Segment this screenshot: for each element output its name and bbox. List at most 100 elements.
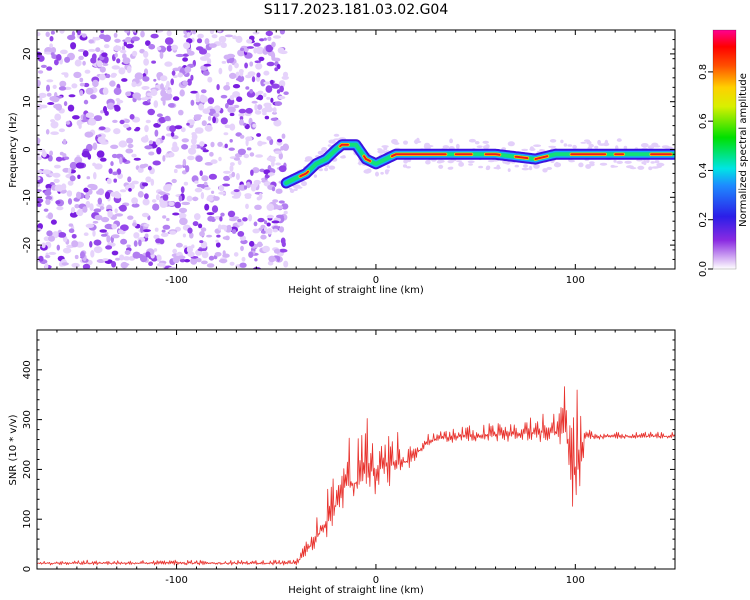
noise-blob — [171, 44, 179, 51]
noise-blob — [229, 112, 235, 117]
noise-blob — [262, 245, 270, 253]
ridge-haze — [449, 166, 454, 169]
colorbar-tick-label: 0.0 — [698, 261, 709, 277]
noise-blob — [144, 125, 149, 133]
noise-blob — [233, 252, 239, 257]
noise-blob — [231, 195, 241, 199]
noise-blob — [196, 38, 203, 44]
ridge-haze — [542, 168, 548, 173]
noise-blob — [237, 49, 245, 57]
noise-blob — [238, 113, 245, 117]
noise-blob — [236, 96, 243, 102]
noise-blob — [208, 255, 215, 261]
noise-blob — [228, 64, 233, 72]
noise-blob — [206, 234, 213, 238]
ridge-haze — [616, 138, 622, 142]
noise-blob — [37, 169, 43, 174]
ridge-haze — [468, 163, 473, 166]
noise-blob — [131, 180, 139, 185]
noise-blob — [218, 35, 227, 43]
noise-blob — [187, 50, 195, 56]
noise-blob — [160, 75, 168, 82]
noise-blob — [241, 256, 246, 262]
noise-blob — [223, 132, 229, 136]
ridge-haze — [328, 165, 336, 170]
noise-blob — [152, 203, 160, 211]
ridge-haze — [293, 188, 298, 192]
noise-blob — [132, 222, 138, 227]
noise-blob — [235, 173, 240, 180]
ridge-haze — [393, 142, 400, 145]
ridge-haze — [572, 144, 577, 150]
noise-blob — [118, 67, 126, 75]
noise-blob — [249, 152, 255, 157]
ridge-haze — [449, 138, 453, 144]
noise-blob — [249, 61, 254, 67]
noise-blob — [54, 59, 59, 66]
noise-blob — [93, 246, 103, 254]
noise-blob — [67, 34, 76, 41]
noise-blob — [181, 213, 187, 218]
noise-blob — [111, 223, 118, 230]
noise-blob — [118, 229, 124, 234]
ridge-haze — [546, 166, 553, 170]
noise-blob — [150, 178, 155, 186]
noise-blob — [270, 79, 274, 85]
noise-blob — [246, 39, 253, 44]
noise-blob — [277, 47, 285, 54]
noise-blob — [120, 224, 129, 231]
noise-blob — [127, 215, 134, 220]
noise-blob — [142, 76, 150, 82]
noise-blob — [245, 74, 252, 79]
noise-blob — [255, 154, 263, 158]
noise-blob — [257, 241, 263, 248]
noise-blob — [245, 86, 250, 90]
ridge-haze — [539, 149, 544, 152]
noise-blob — [253, 221, 258, 227]
ridge-hot-core — [339, 143, 349, 148]
noise-blob — [68, 223, 74, 227]
noise-blob — [208, 43, 217, 48]
noise-blob — [112, 171, 118, 176]
noise-blob — [113, 128, 121, 135]
noise-blob — [221, 60, 227, 64]
noise-blob — [242, 217, 248, 222]
ridge-haze — [486, 165, 491, 170]
noise-blob — [221, 183, 231, 187]
noise-blob — [271, 186, 276, 192]
ridge-haze — [403, 159, 408, 164]
noise-blob — [187, 155, 195, 161]
noise-blob — [109, 80, 116, 87]
noise-blob — [121, 45, 126, 51]
noise-blob — [78, 123, 82, 129]
noise-blob — [124, 36, 133, 43]
noise-blob — [133, 232, 140, 239]
noise-blob — [182, 53, 189, 57]
ridge-haze — [324, 167, 329, 172]
colorbar-gradient — [713, 30, 736, 269]
snr-series — [37, 386, 675, 566]
noise-blob — [131, 197, 139, 205]
noise-blob — [272, 107, 277, 113]
noise-blob — [244, 193, 252, 198]
noise-blob — [145, 119, 151, 124]
noise-blob — [223, 225, 227, 232]
noise-blob — [133, 240, 138, 247]
ridge-haze — [651, 166, 660, 169]
noise-blob — [148, 261, 154, 267]
noise-blob — [144, 145, 153, 150]
noise-blob — [115, 192, 122, 199]
noise-blob — [228, 147, 235, 151]
noise-blob — [45, 195, 53, 201]
noise-blob — [102, 63, 109, 67]
noise-blob — [263, 70, 270, 76]
noise-blob — [58, 128, 65, 133]
noise-blob — [187, 78, 192, 86]
noise-blob — [164, 115, 171, 122]
noise-blob — [188, 147, 197, 155]
noise-blob — [50, 131, 59, 135]
colorbar-label: Normalized spectral amplitude — [738, 73, 749, 227]
noise-blob — [227, 210, 236, 218]
snr-xtick-label: -100 — [165, 575, 188, 586]
